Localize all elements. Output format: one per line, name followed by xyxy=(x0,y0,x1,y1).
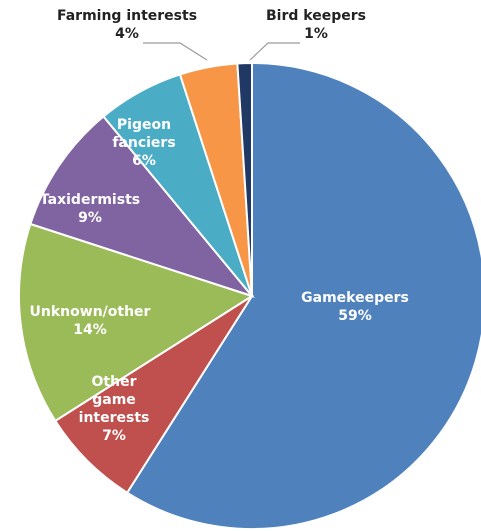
leader-line-farming-interests xyxy=(143,42,208,61)
slice-label-unknown-other: Unknown/other 14% xyxy=(30,304,151,338)
outer-label-bird-keepers: Bird keepers 1% xyxy=(266,8,366,42)
slice-label-pigeon-fanciers: Pigeon fanciers 6% xyxy=(112,117,175,169)
pie-slice-taxidermists xyxy=(29,115,255,299)
leader-line-bird-keepers xyxy=(249,42,300,61)
pie-slice-unknown-other xyxy=(18,222,255,423)
slice-label-taxidermists: Taxidermists 9% xyxy=(40,192,140,226)
slice-label-gamekeepers: Gamekeepers 59% xyxy=(301,290,409,324)
pie-slice-other-game-interests xyxy=(53,295,253,495)
outer-label-farming-interests: Farming interests 4% xyxy=(57,8,197,42)
slice-label-other-game-interests: Other game interests 7% xyxy=(79,374,150,444)
pie-slice-bird-keepers xyxy=(236,61,253,297)
pie-slice-gamekeepers xyxy=(125,61,481,530)
